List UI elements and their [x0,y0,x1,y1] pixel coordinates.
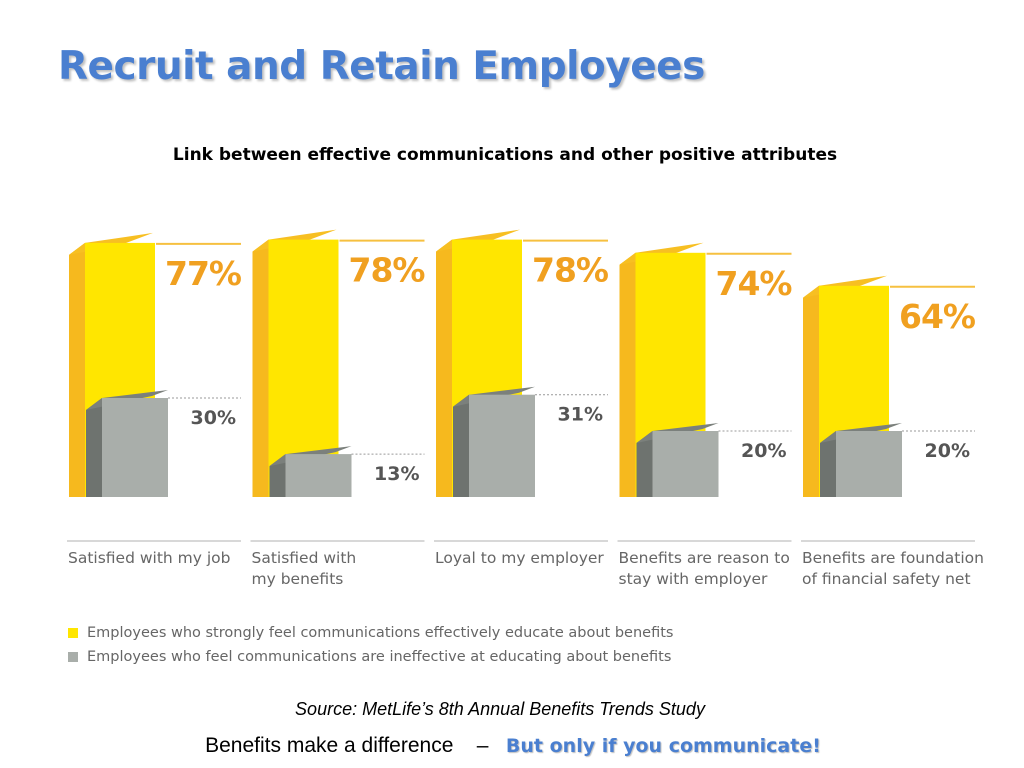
bar-yellow-side [803,285,819,497]
legend-item-effective: Employees who strongly feel communicatio… [68,621,673,645]
category-label: stay with employer [619,570,769,588]
source-note: Source: MetLife’s 8th Annual Benefits Tr… [295,699,705,719]
value-label-gray: 20% [741,440,786,462]
tagline: Benefits make a difference – But only if… [0,734,1024,758]
bar-gray-side [453,394,469,497]
bar-yellow-side [619,252,636,497]
legend-label-ineffective: Employees who feel communications are in… [87,649,672,665]
value-label-yellow: 77% [165,254,242,293]
bar-yellow-side [252,239,269,497]
bar-gray [652,431,719,497]
tagline-emphasis: But only if you communicate! [505,735,821,757]
category-label: Loyal to my employer [435,549,604,567]
bar-yellow-side [436,239,452,497]
bar-gray [102,398,168,497]
bar-gray-side [820,431,836,497]
chart-legend: Employees who strongly feel communicatio… [68,621,673,669]
bar-gray [285,454,352,497]
category-label: Benefits are reason to [619,549,790,567]
category-label: Satisfied with my job [68,549,231,567]
value-label-gray: 31% [558,404,603,426]
category-label: Satisfied with [252,549,357,567]
value-label-gray: 30% [191,407,236,429]
value-label-yellow: 78% [349,251,426,290]
value-label-yellow: 74% [716,264,793,303]
bar-gray [836,431,902,497]
category-label: my benefits [252,570,344,588]
value-label-gray: 13% [374,463,419,485]
tagline-separator: – [476,734,489,757]
legend-label-effective: Employees who strongly feel communicatio… [87,625,674,641]
bar-gray-side [636,431,653,497]
bar-chart: 77% 30% Satisfied with my job 78% 13% Satisfi… [67,229,984,588]
slide-title: Recruit and Retain Employees [58,44,705,89]
chart-title: Link between effective communications an… [172,145,838,165]
category-label: Benefits are foundation [802,549,984,567]
tagline-main: Benefits make a difference [205,734,454,757]
bar-gray [469,394,535,497]
value-label-yellow: 78% [532,251,609,290]
category-label: of financial safety net [802,570,971,588]
bar-yellow-side [69,242,85,497]
value-label-yellow: 64% [899,297,976,336]
legend-item-ineffective: Employees who feel communications are in… [68,645,673,669]
legend-swatch-effective [68,628,78,638]
bar-gray-side [86,398,102,497]
value-label-gray: 20% [925,440,970,462]
legend-swatch-ineffective [68,652,78,662]
